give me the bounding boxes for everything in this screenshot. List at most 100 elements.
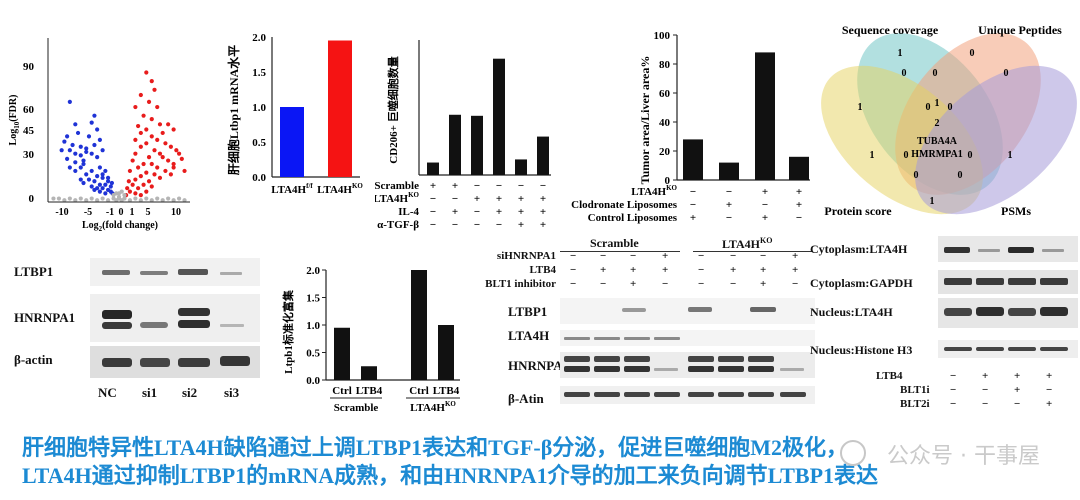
blot2-mark: + bbox=[630, 264, 637, 276]
volcano-point-down bbox=[73, 168, 78, 174]
volcano-point-down bbox=[100, 186, 105, 191]
mrna-bar-chart: 肝细胞Ltbp1 mRNA水平 0.0 0.5 1.0 1.5 2.0 LTA4… bbox=[226, 32, 363, 196]
cd206-mark: + bbox=[518, 206, 524, 218]
volcano-point-down bbox=[95, 174, 100, 179]
blot2-mark: − bbox=[630, 250, 637, 262]
ltbp1-group-2: LTA4HKO bbox=[410, 400, 456, 414]
tumor-mark: − bbox=[690, 199, 696, 211]
volcano-point-ns bbox=[62, 198, 67, 203]
cd206-mark: − bbox=[474, 180, 480, 192]
volcano-point-up bbox=[163, 168, 168, 174]
venn-center-label-1: TUBA4A bbox=[917, 136, 958, 147]
cd206-mark: + bbox=[540, 206, 546, 218]
volcano-point-up bbox=[168, 172, 173, 177]
volcano-point-up bbox=[152, 172, 157, 177]
volcano-point-up bbox=[144, 189, 149, 194]
blot2-mark: + bbox=[730, 264, 737, 276]
tumor-bar bbox=[755, 52, 775, 180]
volcano-xtick: 0 bbox=[119, 207, 124, 218]
cd206-mark: − bbox=[430, 193, 436, 205]
blot2-group-lta4hko: LTA4HKO bbox=[722, 236, 773, 251]
blot2-mark: − bbox=[570, 264, 577, 276]
blot3-row-label: BLT2i bbox=[900, 398, 930, 410]
cd206-mark: − bbox=[496, 219, 502, 231]
blot3-mark: + bbox=[982, 370, 989, 382]
volcano-point-ns bbox=[149, 198, 154, 203]
cd206-bar bbox=[427, 162, 439, 175]
volcano-point-up bbox=[160, 155, 165, 160]
blot3-mark: + bbox=[1014, 370, 1021, 382]
ltbp1-ylabel: Ltpb1标准化富集 bbox=[281, 289, 295, 374]
western-blot-1: LTBP1 HNRNPA1 β-actin NC si1 si2 si3 bbox=[10, 258, 265, 408]
tumor-mark: − bbox=[762, 199, 768, 211]
ltbp1-bar bbox=[438, 325, 454, 380]
volcano-point-up bbox=[136, 123, 141, 129]
tumor-mark: − bbox=[726, 212, 732, 224]
volcano-point-up bbox=[133, 191, 138, 196]
tumor-ytick: 40 bbox=[659, 117, 671, 129]
mrna-ytick: 2.0 bbox=[252, 32, 266, 44]
volcano-point-up bbox=[138, 130, 143, 136]
cd206-bar bbox=[537, 136, 549, 175]
volcano-point-up bbox=[149, 184, 154, 189]
volcano-point-up bbox=[141, 113, 146, 118]
blot2-mark: + bbox=[600, 264, 607, 276]
ltbp1-xtick: Ctrl bbox=[409, 385, 429, 397]
volcano-point-down bbox=[84, 172, 89, 177]
mrna-bar-lta4h-ko bbox=[328, 40, 352, 177]
ltbp1-bar bbox=[361, 366, 377, 380]
volcano-point-up bbox=[149, 134, 154, 139]
volcano-point-down bbox=[97, 137, 102, 142]
volcano-point-down bbox=[92, 113, 97, 118]
volcano-point-up bbox=[136, 165, 141, 170]
volcano-point-down bbox=[78, 144, 83, 149]
volcano-point-up bbox=[155, 137, 160, 142]
venn-title-protein-score: Protein score bbox=[824, 204, 892, 218]
volcano-ytick: 60 bbox=[23, 104, 35, 116]
cd206-bar bbox=[515, 159, 527, 175]
volcano-point-down bbox=[89, 120, 94, 125]
tumor-ytick: 100 bbox=[654, 30, 671, 42]
volcano-point-down bbox=[103, 168, 108, 174]
volcano-point-up bbox=[149, 79, 154, 84]
blot2-mark: + bbox=[630, 278, 637, 290]
ltbp1-ytick: 1.5 bbox=[306, 293, 320, 305]
blot3-mark: − bbox=[950, 370, 957, 382]
volcano-point-up bbox=[152, 87, 157, 92]
cd206-mark: + bbox=[518, 193, 524, 205]
tumor-mark: + bbox=[726, 199, 732, 211]
volcano-point-ns bbox=[95, 198, 100, 203]
cd206-mark: + bbox=[452, 206, 458, 218]
blot2-mark: − bbox=[698, 264, 705, 276]
volcano-ytick: 30 bbox=[23, 149, 35, 161]
volcano-point-up bbox=[168, 144, 173, 149]
volcano-point-up bbox=[126, 179, 131, 184]
blot3-label-nuc-lta4h: Nucleus:LTA4H bbox=[810, 305, 893, 319]
volcano-point-up bbox=[138, 174, 143, 179]
ltbp1-xtick: LTB4 bbox=[356, 385, 383, 397]
volcano-point-ns bbox=[73, 198, 78, 203]
blot3-mark: + bbox=[1046, 398, 1053, 410]
tumor-bar bbox=[683, 139, 703, 180]
volcano-point-down bbox=[73, 122, 78, 127]
volcano-point-up bbox=[130, 158, 135, 163]
volcano-point-down bbox=[100, 172, 105, 177]
venn-count: 0 bbox=[948, 102, 953, 113]
venn-count: 0 bbox=[970, 48, 975, 59]
blot2-row-label: BLT1 inhibitor bbox=[485, 278, 556, 290]
volcano-ytick: 45 bbox=[23, 125, 35, 137]
mrna-bar-ltа4h-ff bbox=[280, 107, 304, 177]
mrna-xtick-1: LTA4Hf/f bbox=[271, 182, 313, 196]
volcano-point-down bbox=[65, 156, 70, 161]
venn-count: 0 bbox=[914, 170, 919, 181]
cd206-mark: − bbox=[540, 180, 546, 192]
ltbp1-ytick: 0.5 bbox=[306, 348, 320, 360]
volcano-point-down bbox=[84, 149, 89, 155]
cd206-bar-chart: CD206+ 巨噬细胞数量 Scramble + + − − − −LTA4HKO − − + + +… bbox=[375, 40, 551, 231]
volcano-point-ns bbox=[176, 196, 182, 201]
volcano-point-down bbox=[97, 165, 102, 170]
blot3-mark: − bbox=[982, 398, 989, 410]
volcano-point-up bbox=[127, 189, 133, 194]
venn-title-sequence-coverage: Sequence coverage bbox=[842, 23, 939, 37]
volcano-point-up bbox=[133, 177, 138, 182]
